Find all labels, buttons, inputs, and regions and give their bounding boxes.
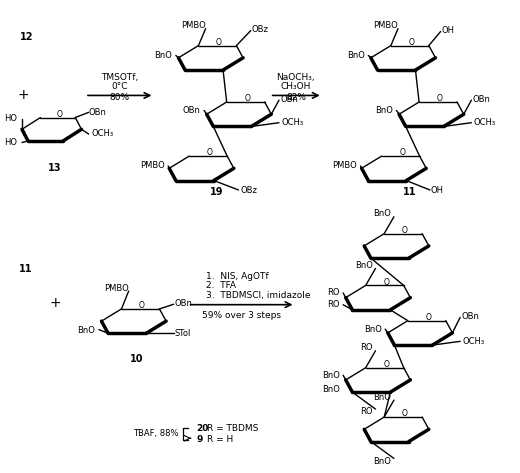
Text: 20: 20 <box>197 424 209 433</box>
Text: 12: 12 <box>20 32 34 42</box>
Text: PMBO: PMBO <box>140 161 165 170</box>
Text: RO: RO <box>327 300 340 309</box>
Text: HO: HO <box>4 114 17 123</box>
Text: 2.  TFA: 2. TFA <box>205 281 236 290</box>
Text: OBz: OBz <box>240 186 257 195</box>
Text: O: O <box>425 313 431 322</box>
Text: OCH₃: OCH₃ <box>462 337 484 346</box>
Text: OBn: OBn <box>175 299 193 308</box>
Text: O: O <box>408 38 414 47</box>
Text: O: O <box>437 94 443 103</box>
Text: STol: STol <box>175 329 191 338</box>
Text: R = H: R = H <box>207 435 233 444</box>
Text: BnO: BnO <box>77 326 95 335</box>
Text: NaOCH₃,: NaOCH₃, <box>277 73 315 82</box>
Text: RO: RO <box>360 343 373 352</box>
Text: O: O <box>399 149 405 158</box>
Text: BnO: BnO <box>355 261 373 270</box>
Text: RO: RO <box>327 289 340 298</box>
Text: TMSOTf,: TMSOTf, <box>101 73 138 82</box>
Text: OH: OH <box>431 186 444 195</box>
Text: BnO: BnO <box>373 393 392 402</box>
Text: OCH₃: OCH₃ <box>92 130 114 139</box>
Text: 11: 11 <box>402 187 416 197</box>
Text: CH₃OH: CH₃OH <box>281 82 311 91</box>
Text: +: + <box>18 88 29 103</box>
Text: R = TBDMS: R = TBDMS <box>207 424 258 433</box>
Text: O: O <box>57 110 62 119</box>
Text: BnO: BnO <box>364 324 382 333</box>
Text: OBn: OBn <box>183 106 201 115</box>
Text: 11: 11 <box>19 264 33 274</box>
Text: OCH₃: OCH₃ <box>281 118 303 127</box>
Text: BnO: BnO <box>322 385 340 394</box>
Text: BnO: BnO <box>154 51 172 60</box>
Text: O: O <box>244 94 250 103</box>
Text: PMBO: PMBO <box>181 21 205 30</box>
Text: OCH₃: OCH₃ <box>473 118 496 127</box>
Text: OBn: OBn <box>280 95 298 104</box>
Text: O: O <box>383 360 389 369</box>
Text: O: O <box>207 149 213 158</box>
Text: 1.  NIS, AgOTf: 1. NIS, AgOTf <box>205 272 268 281</box>
Text: BnO: BnO <box>322 371 340 380</box>
Text: O: O <box>216 38 222 47</box>
Text: 13: 13 <box>47 163 61 173</box>
Text: 80%: 80% <box>109 93 129 102</box>
Text: O: O <box>402 226 408 235</box>
Text: +: + <box>50 296 61 310</box>
Text: PMBO: PMBO <box>104 284 128 293</box>
Text: O: O <box>402 409 408 418</box>
Text: 82%: 82% <box>286 93 306 102</box>
Text: 10: 10 <box>129 354 143 364</box>
Text: HO: HO <box>4 138 17 147</box>
Text: 59% over 3 steps: 59% over 3 steps <box>202 311 281 320</box>
Text: O: O <box>139 301 145 310</box>
Text: PMBO: PMBO <box>373 21 398 30</box>
Text: OH: OH <box>441 26 454 35</box>
Text: OBz: OBz <box>252 25 269 34</box>
Text: OBn: OBn <box>88 108 107 117</box>
Text: BnO: BnO <box>373 210 392 219</box>
Text: BnO: BnO <box>373 457 392 466</box>
Text: 3.  TBDMSCl, imidazole: 3. TBDMSCl, imidazole <box>205 291 310 300</box>
Text: OBn: OBn <box>473 95 490 104</box>
Text: BnO: BnO <box>347 51 365 60</box>
Text: OBn: OBn <box>461 312 479 321</box>
Text: 0°C: 0°C <box>111 82 128 91</box>
Text: 9: 9 <box>197 435 203 444</box>
Text: PMBO: PMBO <box>332 161 357 170</box>
Text: O: O <box>383 278 389 287</box>
Text: 19: 19 <box>210 187 224 197</box>
Text: TBAF, 88%: TBAF, 88% <box>134 429 179 438</box>
Text: BnO: BnO <box>375 106 393 115</box>
Text: RO: RO <box>360 407 373 416</box>
